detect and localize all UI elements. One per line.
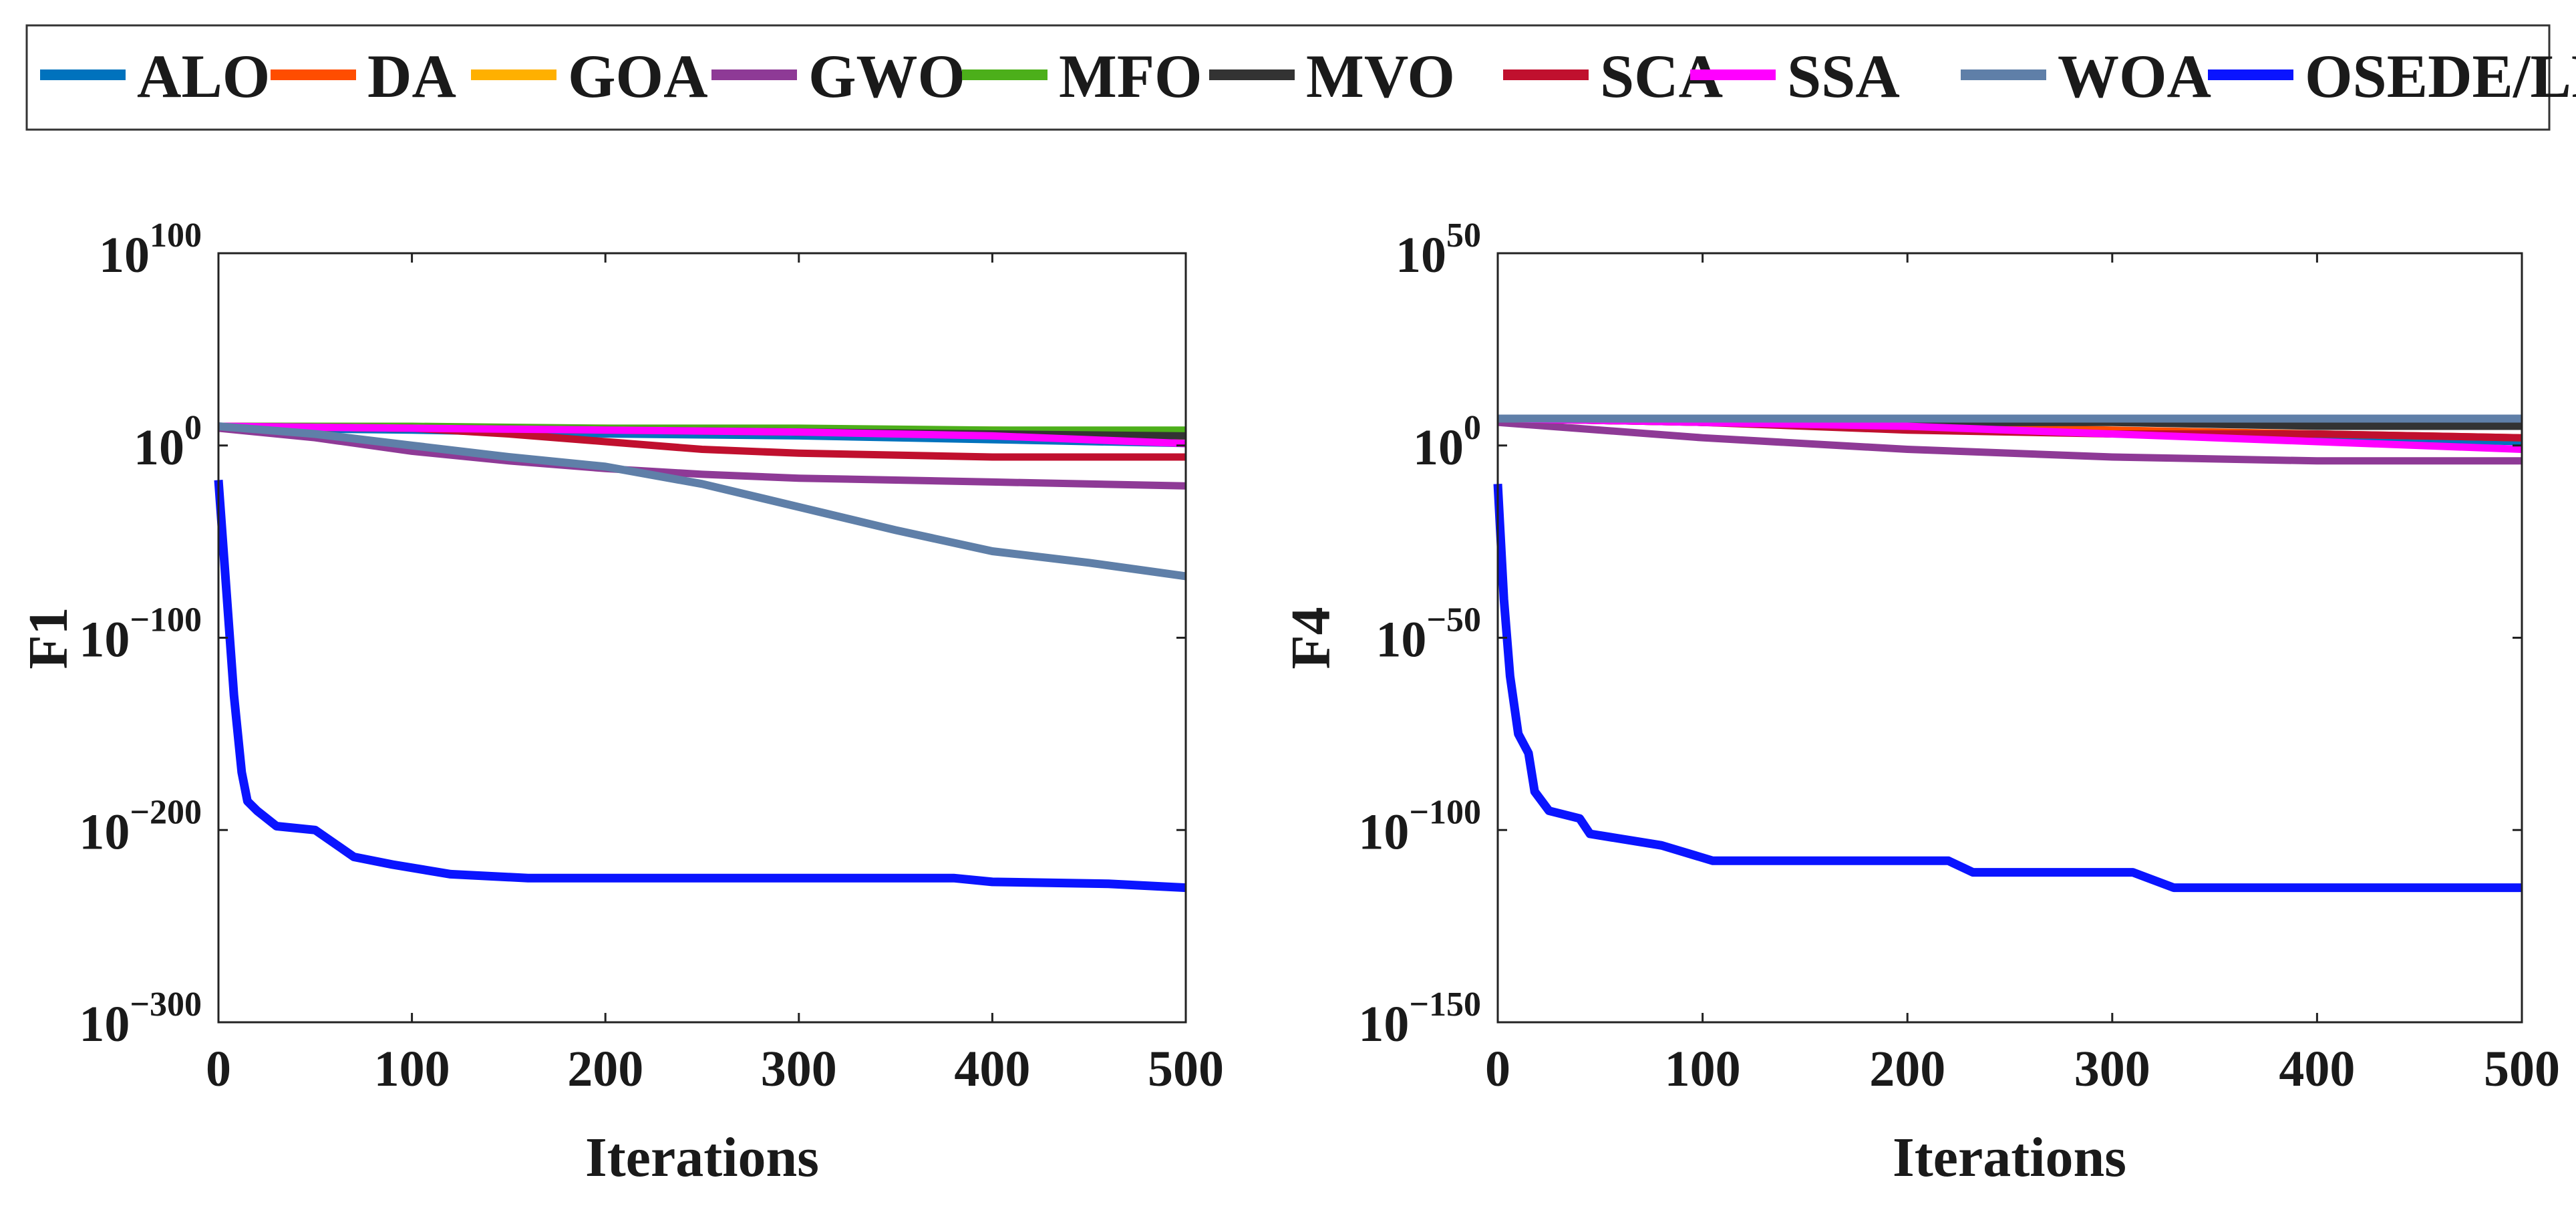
f4-y-tick-exponent: −50 [1426,601,1481,639]
f4-y-tick-base: 10 [1358,996,1409,1052]
f4-y-axis-label: F4 [1280,607,1342,669]
legend-label-mfo: MFO [1059,42,1202,110]
chart-f4: 0 100 200 300 400 500 105010010−5010−10010−15… [1280,216,2560,1189]
f4-y-tick-base: 10 [1358,804,1409,860]
f1-y-tick-exponent: 100 [150,216,202,255]
f1-axes-frame [217,252,1187,1024]
legend-label-alo: ALO [137,42,270,110]
f4-y-tick-exponent: 0 [1464,409,1481,447]
f4-y-tick-label: 10−100 [1358,793,1481,860]
legend-label-ssa: SSA [1787,42,1900,110]
f1-y-tick-base: 10 [99,227,150,283]
chart-f1: 0 100 200 300 400 500 1010010010−10010−20010−… [17,216,1224,1189]
f1-x-axis-label: Iterations [585,1126,819,1189]
f4-x-tick-label: 400 [2279,1041,2355,1097]
f4-x-tick-label: 500 [2484,1041,2560,1097]
f1-y-tick-base: 10 [79,612,130,668]
f4-y-tick-base: 10 [1396,227,1446,283]
legend-label-gwo: GWO [808,42,965,110]
f1-y-tick-base: 10 [134,420,184,476]
f4-axes-frame [1496,252,2523,1024]
f1-y-tick-label: 100 [134,409,202,476]
f1-y-tick-label: 10100 [99,216,202,283]
f1-y-tick-exponent: 0 [184,409,202,447]
f1-y-tick-label: 10−300 [79,986,202,1052]
f1-x-tick-label: 400 [954,1041,1030,1097]
f1-y-tick-exponent: −100 [130,601,202,639]
f1-series-osede-lfs [214,480,1186,893]
f4-y-tick-exponent: 50 [1446,216,1481,255]
legend-label-goa: GOA [568,42,708,110]
f1-y-tick-label: 10−100 [79,601,202,668]
f4-y-tick-label: 100 [1413,409,1481,476]
f1-series-woa [218,422,1186,581]
f4-y-tick-label: 10−50 [1376,601,1481,668]
f1-x-tick-label: 300 [761,1041,837,1097]
f1-y-tick-base: 10 [79,996,130,1052]
f4-x-tick-label: 0 [1485,1041,1510,1097]
f1-y-tick-exponent: −200 [130,793,202,831]
f1-y-tick-label: 10−200 [79,793,202,860]
f1-y-tick-base: 10 [79,804,130,860]
f4-y-tick-exponent: −150 [1409,986,1481,1024]
f4-y-tick-base: 10 [1376,612,1426,668]
legend-label-woa: WOA [2058,42,2211,110]
f4-x-tick-label: 200 [1869,1041,1945,1097]
legend-label-da: DA [367,42,456,110]
f4-y-tick-base: 10 [1413,420,1464,476]
legend-label-mvo: MVO [1306,42,1455,110]
f4-x-tick-label: 100 [1665,1041,1741,1097]
f4-y-tick-exponent: −100 [1409,793,1481,831]
f1-y-axis-label: F1 [17,607,79,669]
legend-label-osede-lfs: OSEDE/LFs [2305,42,2576,110]
f4-series-gwo [1497,418,2522,465]
f1-x-tick-label: 0 [206,1041,231,1097]
f1-series-ssa [218,422,1186,448]
f4-series-osede-lfs [1493,483,2522,893]
f1-y-tick-exponent: −300 [130,986,202,1024]
f4-x-tick-label: 300 [2074,1041,2150,1097]
f4-y-tick-label: 1050 [1396,216,1481,283]
f4-x-axis-label: Iterations [1893,1126,2126,1189]
f1-x-tick-label: 100 [374,1041,450,1097]
f4-y-tick-label: 10−150 [1358,986,1481,1052]
f1-x-tick-label: 200 [567,1041,643,1097]
f1-x-tick-label: 500 [1148,1041,1224,1097]
